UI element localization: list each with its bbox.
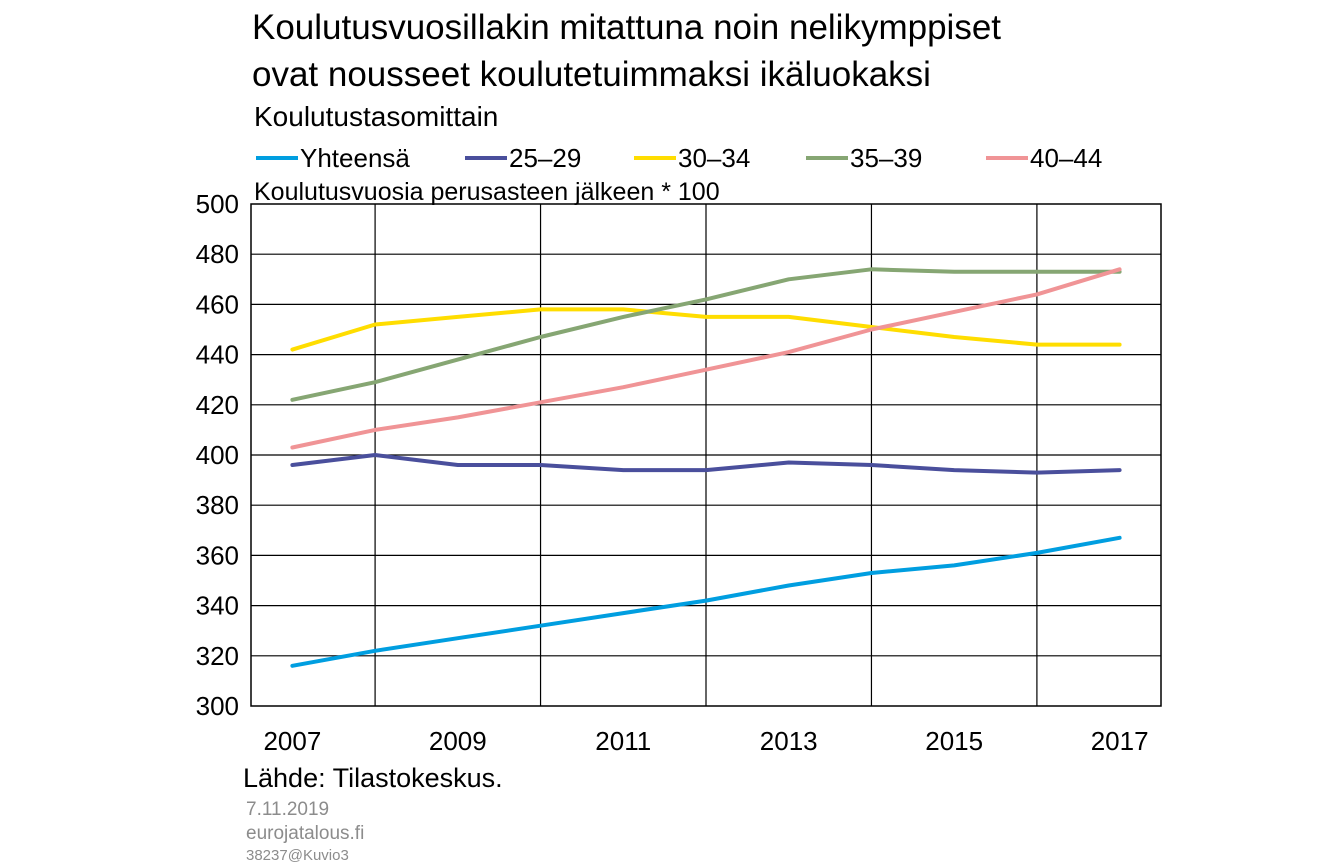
publish-date: 7.11.2019 bbox=[246, 799, 330, 820]
y-tick-label: 420 bbox=[196, 390, 239, 420]
chart-gridlines bbox=[251, 204, 1161, 706]
y-tick-label: 340 bbox=[196, 591, 239, 621]
legend-item-1: 25–29 bbox=[465, 143, 581, 173]
source-note: Lähde: Tilastokeskus. bbox=[243, 763, 503, 793]
y-tick-label: 320 bbox=[196, 641, 239, 671]
y-tick-label: 380 bbox=[196, 490, 239, 520]
chart-title-line-2: ovat nousseet koulutetuimmaksi ikäluokak… bbox=[252, 55, 931, 94]
legend-label: 30–34 bbox=[678, 143, 750, 173]
series-line-0 bbox=[290, 535, 1122, 668]
x-tick-label: 2009 bbox=[429, 726, 487, 756]
chart-title-line-1: Koulutusvuosillakin mitattuna noin nelik… bbox=[252, 8, 1002, 47]
chart-title: Koulutusvuosillakin mitattuna noin nelik… bbox=[252, 4, 1001, 98]
y-tick-label: 360 bbox=[196, 540, 239, 570]
legend-label: 25–29 bbox=[509, 143, 581, 173]
legend-label: 40–44 bbox=[1030, 143, 1102, 173]
site-name: eurojatalous.fi bbox=[246, 823, 365, 844]
figure-code: 38237@Kuvio3 bbox=[246, 847, 349, 864]
legend-item-0: Yhteensä bbox=[256, 143, 410, 173]
series-line-4 bbox=[290, 267, 1122, 450]
y-axis-ticks: 300 320 340 360 380 400 420 440 460 480 500 bbox=[196, 189, 239, 721]
x-axis-ticks: 2007 2009 2011 2013 2015 2017 bbox=[263, 726, 1148, 756]
series-line-1 bbox=[290, 453, 1122, 475]
x-tick-label: 2011 bbox=[595, 726, 651, 756]
chart-legend: Yhteensä 25–29 30–34 35–39 40–44 bbox=[256, 143, 1102, 173]
legend-label: 35–39 bbox=[850, 143, 922, 173]
series-line-3 bbox=[290, 267, 1122, 402]
y-tick-label: 400 bbox=[196, 440, 239, 470]
y-axis-label: Koulutusvuosia perusasteen jälkeen * 100 bbox=[254, 178, 720, 206]
legend-item-2: 30–34 bbox=[634, 143, 750, 173]
y-tick-label: 440 bbox=[196, 340, 239, 370]
y-tick-label: 500 bbox=[196, 189, 239, 219]
chart-series-lines bbox=[290, 267, 1122, 668]
y-tick-label: 460 bbox=[196, 289, 239, 319]
series-line-2 bbox=[290, 307, 1122, 352]
y-tick-label: 300 bbox=[196, 691, 239, 721]
legend-item-3: 35–39 bbox=[806, 143, 922, 173]
chart-subtitle: Koulutustasomittain bbox=[254, 101, 499, 132]
x-tick-label: 2007 bbox=[263, 726, 321, 756]
x-tick-label: 2013 bbox=[760, 726, 818, 756]
x-tick-label: 2017 bbox=[1091, 726, 1149, 756]
legend-item-4: 40–44 bbox=[986, 143, 1102, 173]
plot-area-frame bbox=[250, 203, 1162, 707]
legend-label: Yhteensä bbox=[300, 143, 410, 173]
y-tick-label: 480 bbox=[196, 239, 239, 269]
x-tick-label: 2015 bbox=[925, 726, 983, 756]
